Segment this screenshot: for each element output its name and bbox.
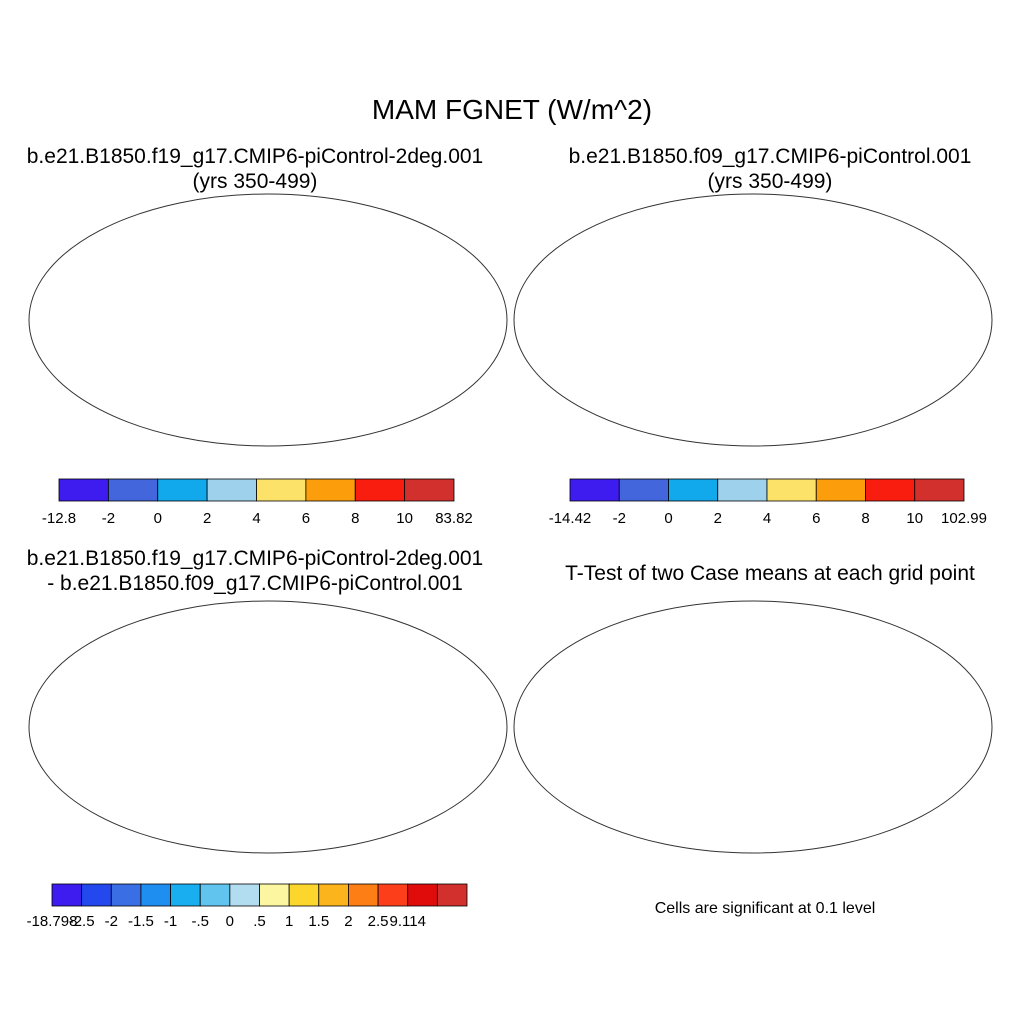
panel-2-title: b.e21.B1850.f09_g17.CMIP6-piControl.001 … [520, 144, 1020, 194]
colorbar-swatch [377, 883, 409, 907]
map-border [513, 193, 993, 447]
map-ocean [29, 601, 507, 853]
colorbar-swatch [348, 883, 379, 907]
colorbar-swatch [668, 478, 719, 502]
panel-2-title-line1: b.e21.B1850.f09_g17.CMIP6-piControl.001 [568, 145, 972, 168]
colorbar-tick-label: 1 [285, 913, 293, 930]
colorbar-tick-label: 4 [252, 510, 260, 527]
panel-2-title-line2: (yrs 350-499) [707, 170, 833, 193]
colorbar-tick-label: -2 [105, 913, 118, 930]
colorbar-swatch [51, 883, 83, 907]
colorbar-swatch [305, 478, 356, 502]
map-ocean [514, 194, 992, 446]
colorbar-tick-label: 102.99 [941, 510, 987, 527]
panel-1-title: b.e21.B1850.f19_g17.CMIP6-piControl-2deg… [5, 144, 505, 194]
colorbar-swatch [206, 478, 257, 502]
colorbar-tick-label: 6 [302, 510, 310, 527]
panel-1-title-line1: b.e21.B1850.f19_g17.CMIP6-piControl-2deg… [26, 145, 484, 168]
colorbar-tick-label: 6 [812, 510, 820, 527]
colorbar-swatch [81, 883, 112, 907]
colorbar-swatch [110, 883, 142, 907]
colorbar-tick-label: -14.42 [549, 510, 592, 527]
colorbar-swatch [865, 478, 916, 502]
colorbar-tick-label: 2.5 [368, 913, 389, 930]
colorbar-swatch [107, 478, 159, 502]
colorbar-swatch [407, 883, 438, 907]
colorbar-case1: -12.8 -2 0 2 4 6 8 10 83.82 [42, 478, 473, 527]
colorbar-swatch [170, 883, 201, 907]
colorbar-swatch [404, 478, 455, 502]
colorbar-case2: -14.42 -2 0 2 4 6 8 10 102.99 [549, 478, 987, 527]
colorbar-tick-label: 10 [906, 510, 923, 527]
colorbar-tick-label: -2 [613, 510, 626, 527]
colorbar-tick-label: .5 [253, 913, 266, 930]
colorbar-tick-label: 1.5 [308, 913, 329, 930]
colorbar-tick-label: 2 [344, 913, 352, 930]
colorbar-swatch [256, 478, 307, 502]
colorbar-swatch [815, 478, 866, 502]
map-border [28, 193, 508, 447]
panel-3-title-line1: b.e21.B1850.f19_g17.CMIP6-piControl-2deg… [26, 547, 484, 570]
colorbar-swatch [766, 478, 817, 502]
colorbar-swatch [259, 883, 290, 907]
map-panel-ttest [513, 600, 993, 854]
panel-3-title-line2: - b.e21.B1850.f09_g17.CMIP6-piControl.00… [47, 572, 463, 595]
colorbar-tick-label: -12.8 [42, 510, 76, 527]
colorbar-swatch [618, 478, 669, 502]
colorbar-swatch [569, 478, 620, 502]
colorbar-swatch [199, 883, 231, 907]
colorbar-swatch [288, 883, 320, 907]
map-panel-difference [28, 600, 508, 854]
map-border [28, 600, 508, 854]
colorbar-swatch [436, 883, 468, 907]
colorbar-swatch [717, 478, 768, 502]
map-ocean [514, 601, 992, 853]
map-border [513, 600, 993, 854]
colorbar-tick-label: 83.82 [435, 510, 473, 527]
panel-3-title: b.e21.B1850.f19_g17.CMIP6-piControl-2deg… [5, 546, 505, 596]
colorbar-swatch [914, 478, 965, 502]
panel-4-title-line1: T-Test of two Case means at each grid po… [565, 562, 975, 585]
colorbar-tick-label: 0 [154, 510, 162, 527]
colorbar-tick-label: 0 [226, 913, 234, 930]
significance-note: Cells are significant at 0.1 level [654, 900, 876, 917]
colorbar-tick-label: -18.798 [27, 913, 78, 930]
colorbar-tick-label: 0 [664, 510, 672, 527]
colorbar-tick-label: 2 [203, 510, 211, 527]
colorbar-tick-label: -2.5 [69, 913, 95, 930]
colorbar-swatch [140, 883, 171, 907]
map-panel-case2 [513, 193, 993, 447]
colorbar-tick-label: -1.5 [128, 913, 154, 930]
colorbar-tick-label: 10 [396, 510, 413, 527]
colorbar-tick-label: 8 [351, 510, 359, 527]
colorbar-tick-label: 2 [714, 510, 722, 527]
colorbar-swatch [318, 883, 349, 907]
colorbar-tick-label: 4 [763, 510, 771, 527]
colorbar-swatch [157, 478, 208, 502]
panel-4-title: T-Test of two Case means at each grid po… [520, 561, 1020, 586]
colorbar-difference: -18.798-2.5 -2 -1.5 -1 -.5 0 .5 1 1.5 2 2.5 9.114 [27, 883, 468, 930]
colorbar-tick-label: -2 [102, 510, 115, 527]
figure-title: MAM FGNET (W/m^2) [371, 94, 653, 125]
colorbar-tick-label: 8 [861, 510, 869, 527]
panel-1-title-line2: (yrs 350-499) [192, 170, 318, 193]
colorbar-swatch [58, 478, 109, 502]
colorbar-swatch [354, 478, 406, 502]
map-panel-case1 [28, 193, 508, 447]
map-ocean [29, 194, 507, 446]
colorbar-tick-label: 9.114 [389, 913, 425, 930]
colorbar-swatch [229, 883, 260, 907]
colorbar-tick-label: -1 [164, 913, 177, 930]
colorbar-tick-label: -.5 [191, 913, 209, 930]
